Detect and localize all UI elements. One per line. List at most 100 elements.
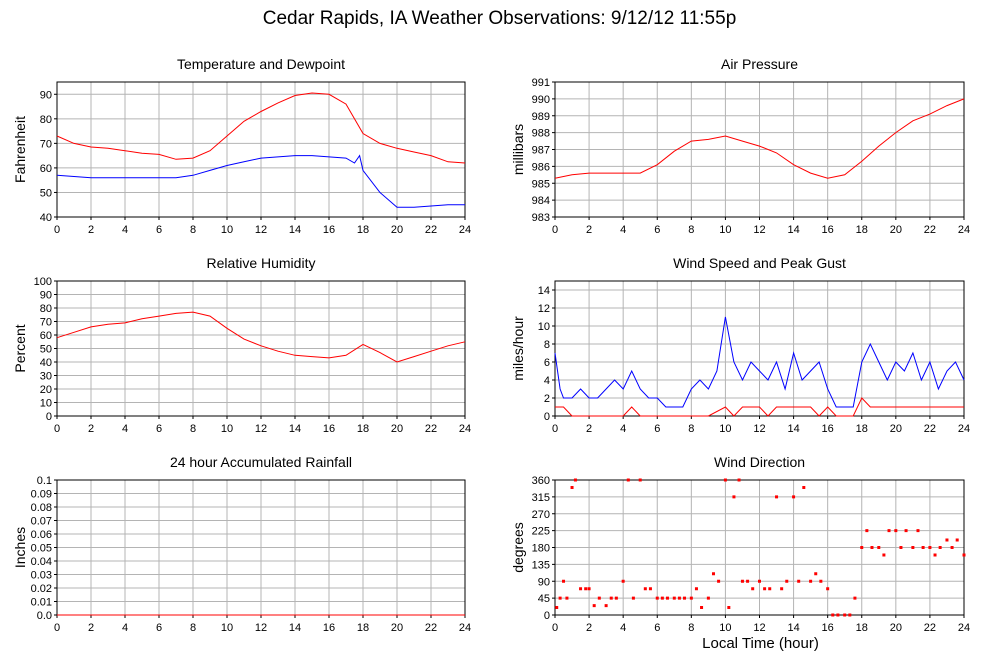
data-point — [626, 478, 630, 482]
data-point — [665, 596, 669, 600]
data-point — [938, 546, 942, 549]
y-tick-label: 80 — [40, 114, 52, 126]
data-point — [870, 546, 874, 549]
y-tick-label: 40 — [40, 357, 52, 369]
data-point — [809, 579, 813, 583]
data-point — [562, 579, 566, 583]
x-tick-label: 20 — [391, 224, 403, 236]
data-point — [573, 478, 577, 482]
data-point — [740, 579, 744, 583]
data-point — [631, 596, 635, 600]
data-point — [727, 606, 731, 609]
data-point — [643, 587, 647, 591]
data-point — [955, 538, 959, 542]
x-tick-label: 18 — [357, 423, 369, 435]
data-point — [700, 606, 704, 609]
data-point — [711, 572, 715, 576]
y-tick-label: 80 — [40, 303, 52, 315]
data-point — [848, 613, 852, 617]
y-tick-label: 0.09 — [31, 489, 52, 501]
y-tick-label: 984 — [532, 195, 550, 207]
y-tick-label: 135 — [532, 559, 550, 571]
y-tick-label: 14 — [538, 285, 550, 297]
x-tick-label: 8 — [688, 224, 694, 236]
x-tick-label: 4 — [620, 423, 626, 435]
y-tick-label: 0 — [544, 411, 550, 423]
y-tick-label: 0.08 — [31, 502, 52, 514]
x-tick-label: 0 — [54, 423, 60, 435]
x-tick-label: 14 — [787, 224, 799, 236]
x-tick-label: 8 — [190, 423, 196, 435]
data-point — [751, 587, 755, 591]
data-point — [928, 546, 932, 549]
series-line-0 — [56, 92, 466, 164]
x-tick-label: 2 — [88, 224, 94, 236]
y-tick-label: 0.07 — [31, 516, 52, 528]
y-tick-label: 991 — [532, 77, 550, 89]
page-title: Cedar Rapids, IA Weather Observations: 9… — [262, 8, 737, 29]
chart-title: Temperature and Dewpoint — [177, 56, 345, 72]
x-tick-label: 14 — [289, 224, 301, 236]
series-line-1 — [555, 397, 964, 417]
data-point — [860, 546, 864, 549]
data-point — [672, 596, 676, 600]
x-axis-title: Local Time (hour) — [702, 635, 819, 652]
x-tick-label: 12 — [753, 622, 765, 634]
y-tick-label: 50 — [40, 187, 52, 199]
series-line-0 — [554, 316, 965, 408]
x-tick-label: 10 — [719, 224, 731, 236]
data-point — [592, 604, 596, 608]
x-tick-label: 2 — [88, 622, 94, 634]
y-tick-label: 990 — [532, 94, 550, 106]
data-point — [614, 596, 618, 600]
y-tick-label: 12 — [538, 303, 550, 315]
y-tick-label: 988 — [532, 128, 550, 140]
chart-title: Relative Humidity — [207, 255, 316, 271]
x-tick-label: 4 — [122, 423, 128, 435]
data-point — [587, 587, 591, 591]
x-tick-label: 14 — [289, 423, 301, 435]
x-tick-label: 10 — [719, 423, 731, 435]
x-tick-label: 20 — [391, 622, 403, 634]
y-tick-label: 0.06 — [31, 529, 52, 541]
x-tick-label: 6 — [156, 224, 162, 236]
data-point — [780, 587, 784, 591]
series-line-0 — [554, 98, 965, 179]
x-tick-label: 2 — [88, 423, 94, 435]
data-point — [945, 538, 949, 542]
data-point — [694, 587, 698, 591]
y-tick-label: 30 — [40, 371, 52, 383]
data-point — [882, 553, 886, 557]
y-tick-label: 8 — [544, 339, 550, 351]
x-tick-label: 0 — [54, 224, 60, 236]
x-tick-label: 8 — [688, 423, 694, 435]
y-tick-label: 90 — [40, 290, 52, 302]
x-tick-label: 10 — [221, 423, 233, 435]
data-point — [638, 478, 642, 482]
y-tick-label: 985 — [532, 178, 550, 190]
x-tick-label: 8 — [190, 224, 196, 236]
x-tick-label: 0 — [552, 224, 558, 236]
data-point — [792, 495, 796, 499]
data-point — [899, 546, 903, 549]
data-point — [904, 529, 908, 533]
x-tick-label: 14 — [787, 622, 799, 634]
x-tick-label: 22 — [924, 423, 936, 435]
y-tick-label: 315 — [532, 492, 550, 504]
data-point — [768, 587, 772, 591]
y-axis-label: Inches — [12, 527, 28, 568]
data-point — [737, 478, 741, 482]
data-point — [683, 596, 687, 600]
y-tick-label: 0.01 — [31, 597, 52, 609]
y-tick-label: 0.0 — [37, 610, 52, 622]
x-tick-label: 6 — [654, 622, 660, 634]
x-tick-label: 0 — [54, 622, 60, 634]
data-point — [819, 579, 823, 583]
data-point — [865, 529, 869, 533]
y-tick-label: 360 — [532, 475, 550, 487]
x-tick-label: 20 — [890, 423, 902, 435]
x-tick-label: 16 — [323, 423, 335, 435]
y-tick-label: 987 — [532, 145, 550, 157]
